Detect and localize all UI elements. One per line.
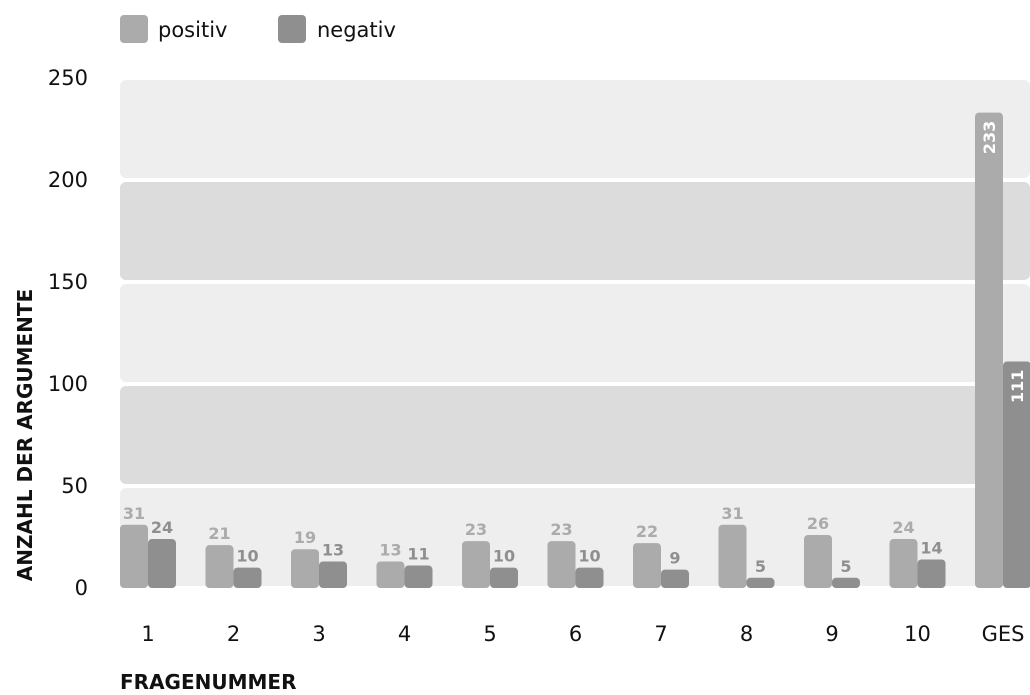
bar-positiv bbox=[889, 539, 918, 588]
data-label-negativ: 13 bbox=[322, 540, 344, 559]
background-bands bbox=[120, 80, 1030, 586]
y-tick-label: 50 bbox=[61, 474, 88, 498]
legend: positiv negativ bbox=[120, 15, 396, 43]
data-label-positiv: 23 bbox=[465, 520, 487, 539]
data-label-negativ: 14 bbox=[920, 538, 942, 557]
data-label-positiv: 31 bbox=[123, 504, 145, 523]
legend-label-positiv: positiv bbox=[158, 18, 227, 42]
data-label-positiv: 24 bbox=[892, 518, 914, 537]
data-label-positiv: 22 bbox=[636, 522, 658, 541]
data-label-positiv: 19 bbox=[294, 528, 316, 547]
bars: 31 24 21 10 19 13 13 11 23 10 23 10 22 9 31 5 26 5 24 14 233… bbox=[120, 112, 1030, 589]
bar-positiv bbox=[376, 561, 405, 588]
data-label-positiv: 26 bbox=[807, 514, 829, 533]
bar-positiv bbox=[120, 524, 148, 588]
data-label-negativ: 10 bbox=[236, 547, 258, 566]
bar-positiv bbox=[718, 524, 747, 588]
data-label-positiv: 21 bbox=[208, 524, 230, 543]
y-tick-label: 200 bbox=[48, 168, 88, 192]
x-tick-label: GES bbox=[982, 622, 1025, 646]
y-tick-label: 100 bbox=[48, 372, 88, 396]
data-label-negativ: 11 bbox=[407, 545, 429, 564]
data-label-negativ: 10 bbox=[493, 547, 515, 566]
bar-negativ bbox=[490, 567, 518, 588]
bar-negativ bbox=[661, 569, 689, 588]
y-tick-label: 150 bbox=[48, 270, 88, 294]
bar-negativ bbox=[917, 559, 946, 588]
bar-positiv bbox=[804, 534, 832, 588]
y-axis-ticks: 0 50 100 150 200 250 bbox=[48, 66, 88, 600]
legend-label-negativ: negativ bbox=[317, 18, 396, 42]
x-axis-ticks: 1 2 3 4 5 6 7 8 9 10 GES bbox=[141, 622, 1024, 646]
grid-band bbox=[120, 182, 1030, 280]
legend-swatch-negativ bbox=[278, 15, 306, 43]
bar-negativ bbox=[404, 565, 433, 588]
bar-negativ bbox=[1003, 361, 1030, 588]
bar-negativ bbox=[233, 567, 262, 588]
data-label-negativ: 5 bbox=[840, 557, 851, 576]
data-label-positiv: 13 bbox=[379, 540, 401, 559]
x-tick-label: 10 bbox=[904, 622, 931, 646]
bar-negativ bbox=[319, 561, 347, 588]
x-tick-label: 6 bbox=[569, 622, 582, 646]
data-label-negativ: 5 bbox=[755, 557, 766, 576]
grid-band bbox=[120, 80, 1030, 178]
x-tick-label: 4 bbox=[398, 622, 411, 646]
x-tick-label: 3 bbox=[312, 622, 325, 646]
bar-positiv bbox=[633, 543, 661, 588]
data-label-positiv: 23 bbox=[550, 520, 572, 539]
data-label-negativ: 10 bbox=[578, 547, 600, 566]
grid-band bbox=[120, 284, 1030, 382]
data-label-positiv: 31 bbox=[721, 504, 743, 523]
bar-positiv bbox=[547, 541, 576, 588]
data-label-negativ: 9 bbox=[669, 549, 680, 568]
bar-positiv bbox=[291, 549, 319, 588]
x-tick-label: 2 bbox=[227, 622, 240, 646]
grid-band bbox=[120, 386, 1030, 484]
x-tick-label: 8 bbox=[740, 622, 753, 646]
x-tick-label: 9 bbox=[825, 622, 838, 646]
y-tick-label: 250 bbox=[48, 66, 88, 90]
y-axis-title: ANZAHL DER ARGUMENTE bbox=[13, 289, 37, 581]
data-label-positiv: 233 bbox=[980, 121, 999, 154]
bar-negativ bbox=[575, 567, 604, 588]
y-tick-label: 0 bbox=[75, 576, 88, 600]
x-axis-title: FRAGENUMMER bbox=[120, 670, 296, 694]
data-label-negativ: 111 bbox=[1008, 370, 1027, 403]
x-tick-label: 5 bbox=[483, 622, 496, 646]
grid-band bbox=[120, 488, 1030, 586]
bar-negativ bbox=[832, 577, 860, 588]
bar-positiv bbox=[205, 545, 234, 588]
data-label-negativ: 24 bbox=[151, 518, 173, 537]
bar-negativ bbox=[148, 539, 176, 588]
bar-positiv bbox=[462, 541, 490, 588]
bar-positiv bbox=[975, 112, 1003, 589]
x-tick-label: 7 bbox=[654, 622, 667, 646]
x-tick-label: 1 bbox=[141, 622, 154, 646]
legend-swatch-positiv bbox=[120, 15, 148, 43]
bar-negativ bbox=[746, 577, 775, 588]
